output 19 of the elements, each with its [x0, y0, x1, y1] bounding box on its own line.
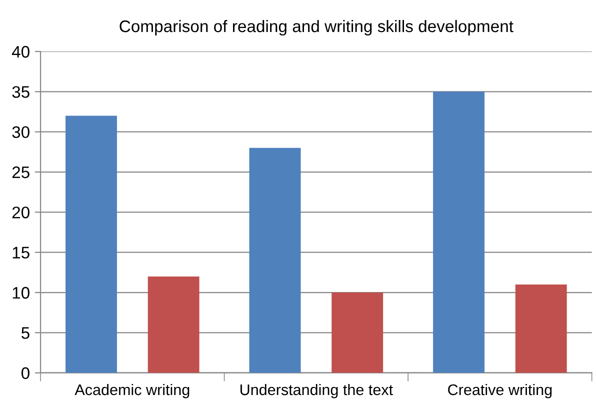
x-tick-label: Academic writing: [74, 384, 190, 398]
bar: [433, 92, 485, 373]
bar: [332, 292, 384, 373]
bar: [148, 276, 200, 373]
y-tick-label: 30: [12, 126, 30, 138]
y-tick-label: 15: [12, 246, 30, 259]
y-tick-label: 35: [12, 86, 30, 98]
y-tick-label: 5: [22, 327, 30, 339]
x-tick-label: Understanding the text: [240, 384, 393, 398]
y-tick-label: 10: [12, 286, 30, 299]
y-tick-label: 25: [12, 166, 30, 178]
bar: [66, 116, 117, 373]
y-tick-label: 0: [21, 367, 30, 380]
bar: [249, 148, 301, 373]
y-tick-label: 20: [12, 206, 30, 218]
x-tick-label: Creative writing: [448, 384, 552, 398]
y-tick-label: 40: [12, 46, 30, 58]
chart-title: Comparison of reading and writing skills development: [120, 20, 514, 36]
bar: [515, 284, 567, 373]
